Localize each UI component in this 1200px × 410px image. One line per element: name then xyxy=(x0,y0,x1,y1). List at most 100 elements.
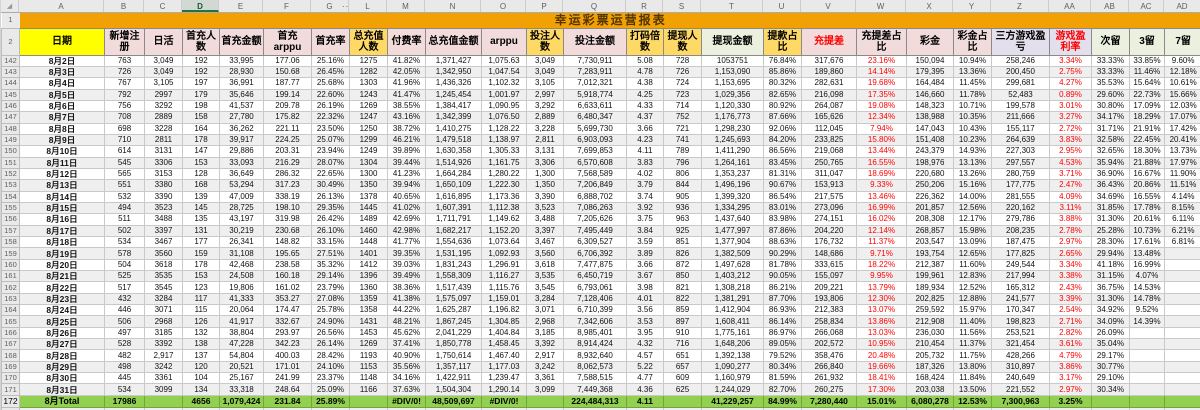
cell[interactable]: 2.97% xyxy=(1049,383,1092,396)
date-cell[interactable]: 8月18日 xyxy=(19,235,105,249)
cell[interactable]: 1350 xyxy=(349,179,388,192)
cell[interactable]: 1,831,243 xyxy=(425,258,482,272)
cell[interactable]: 13.07% xyxy=(856,304,907,317)
cell[interactable] xyxy=(1163,281,1200,294)
cell[interactable]: 42.05% xyxy=(387,65,426,79)
cell[interactable]: 1,160,979 xyxy=(701,372,764,385)
cell[interactable]: 3.34% xyxy=(1049,54,1092,67)
cell[interactable]: 31,108 xyxy=(219,247,264,260)
cell[interactable]: 2.95% xyxy=(1049,145,1092,158)
cell[interactable]: 249,544 xyxy=(991,258,1050,272)
cell[interactable]: 38.55% xyxy=(387,99,426,113)
cell[interactable]: 41,537 xyxy=(219,99,264,113)
column-letter-S[interactable]: S xyxy=(663,0,701,12)
date-cell[interactable]: 8月3日 xyxy=(19,65,105,79)
cell[interactable]: 15.97% xyxy=(953,304,992,317)
header-V[interactable]: 充提差 xyxy=(801,27,857,56)
cell[interactable]: 26.56% xyxy=(311,326,350,340)
cell[interactable]: 4.11 xyxy=(626,145,664,158)
cell[interactable]: 41.77% xyxy=(387,235,426,249)
cell[interactable]: 25.07% xyxy=(311,133,350,147)
cell[interactable]: 27,780 xyxy=(219,111,264,124)
cell[interactable]: 85.86% xyxy=(763,65,802,79)
cell[interactable]: 147 xyxy=(182,145,220,158)
cell[interactable]: 625 xyxy=(663,383,702,396)
cell[interactable]: 179 xyxy=(182,88,220,101)
cell[interactable]: 3,488 xyxy=(526,213,564,226)
cell[interactable]: 1,300 xyxy=(526,167,564,181)
cell[interactable]: 139 xyxy=(182,190,220,203)
cell[interactable]: 12.30% xyxy=(856,292,907,306)
cell[interactable]: 17.97% xyxy=(1163,156,1200,169)
cell[interactable]: 1,304.85 xyxy=(481,315,527,328)
cell[interactable]: 3,049 xyxy=(526,65,564,79)
column-letter-A[interactable]: A xyxy=(19,0,104,12)
cell[interactable]: 31.15% xyxy=(1091,270,1130,283)
cell[interactable]: 153 xyxy=(182,156,220,169)
cell[interactable]: 6,903,093 xyxy=(563,133,627,147)
cell[interactable]: 39.44% xyxy=(387,156,426,169)
cell[interactable]: 332.67 xyxy=(263,315,312,328)
cell[interactable]: 3390 xyxy=(144,190,183,203)
cell[interactable]: 35,646 xyxy=(219,88,264,101)
cell[interactable]: 3467 xyxy=(144,235,183,249)
cell[interactable]: 1,850,778 xyxy=(425,338,482,351)
cell[interactable] xyxy=(1129,349,1165,362)
cell[interactable]: 1,076.50 xyxy=(481,111,527,124)
cell[interactable]: 1,554,636 xyxy=(425,235,482,249)
date-cell[interactable]: 8月13日 xyxy=(19,179,105,192)
cell[interactable]: 910 xyxy=(663,326,702,340)
cell[interactable]: 1,411,290 xyxy=(701,145,764,158)
cell[interactable]: 24.10% xyxy=(311,360,350,374)
cell[interactable]: 821 xyxy=(663,281,702,294)
row-number[interactable]: 157 xyxy=(1,224,20,238)
cell[interactable]: 164,484 xyxy=(906,77,954,90)
cell[interactable]: 3,284 xyxy=(526,292,564,306)
cell[interactable]: 131 xyxy=(182,224,220,238)
cell[interactable] xyxy=(1129,394,1165,408)
cell[interactable]: 534 xyxy=(104,235,145,249)
cell[interactable]: 12.03% xyxy=(1163,99,1200,113)
cell[interactable]: 33.85% xyxy=(1129,54,1165,67)
row-number[interactable]: 172 xyxy=(1,394,20,408)
cell[interactable]: 3,099 xyxy=(526,383,564,396)
cell[interactable]: 3,467 xyxy=(526,235,564,249)
cell[interactable]: 21.88% xyxy=(1129,156,1165,169)
cell[interactable]: 1453 xyxy=(349,326,388,340)
cell[interactable]: 3.83 xyxy=(626,156,664,169)
cell[interactable]: 1,630,358 xyxy=(425,145,482,158)
cell[interactable]: 2,917 xyxy=(526,349,564,362)
date-cell[interactable]: 8月12日 xyxy=(19,167,105,181)
cell[interactable]: 266,068 xyxy=(801,326,857,340)
cell[interactable]: 1,079,424 xyxy=(219,394,264,408)
cell[interactable]: 299,681 xyxy=(991,77,1050,90)
cell[interactable]: 268,857 xyxy=(906,224,954,238)
column-letter-U[interactable]: U xyxy=(763,0,801,12)
cell[interactable]: 1,382,509 xyxy=(701,247,764,260)
cell[interactable] xyxy=(1163,349,1200,362)
cell[interactable]: 1053751 xyxy=(701,54,764,67)
cell[interactable]: 3488 xyxy=(144,213,183,226)
cell[interactable]: 11.90% xyxy=(1163,167,1200,181)
cell[interactable]: 220,162 xyxy=(991,201,1050,215)
cell[interactable]: 12.53% xyxy=(953,394,992,408)
cell[interactable]: #DIV/0! xyxy=(387,394,426,408)
cell[interactable]: 26.42% xyxy=(311,213,350,226)
cell[interactable] xyxy=(1163,406,1200,410)
cell[interactable]: 90.67% xyxy=(763,179,802,192)
cell[interactable]: 726 xyxy=(104,65,145,79)
cell[interactable]: 1,558,309 xyxy=(425,270,482,283)
row-number[interactable]: 149 xyxy=(1,133,20,147)
cell[interactable]: 226,362 xyxy=(906,190,954,203)
cell[interactable]: 2,811 xyxy=(526,133,564,147)
cell[interactable]: 240,649 xyxy=(991,372,1050,385)
cell[interactable]: 7,699,853 xyxy=(563,145,627,158)
cell[interactable]: 17.42% xyxy=(1163,122,1200,135)
cell[interactable]: 227,303 xyxy=(991,145,1050,158)
cell[interactable]: 1,750,614 xyxy=(425,349,482,362)
cell[interactable] xyxy=(1163,247,1200,260)
date-cell[interactable]: 8月29日 xyxy=(19,360,105,374)
cell[interactable]: 897 xyxy=(663,315,702,328)
cell[interactable]: 1,128.22 xyxy=(481,122,527,135)
cell[interactable]: 2,889 xyxy=(526,111,564,124)
